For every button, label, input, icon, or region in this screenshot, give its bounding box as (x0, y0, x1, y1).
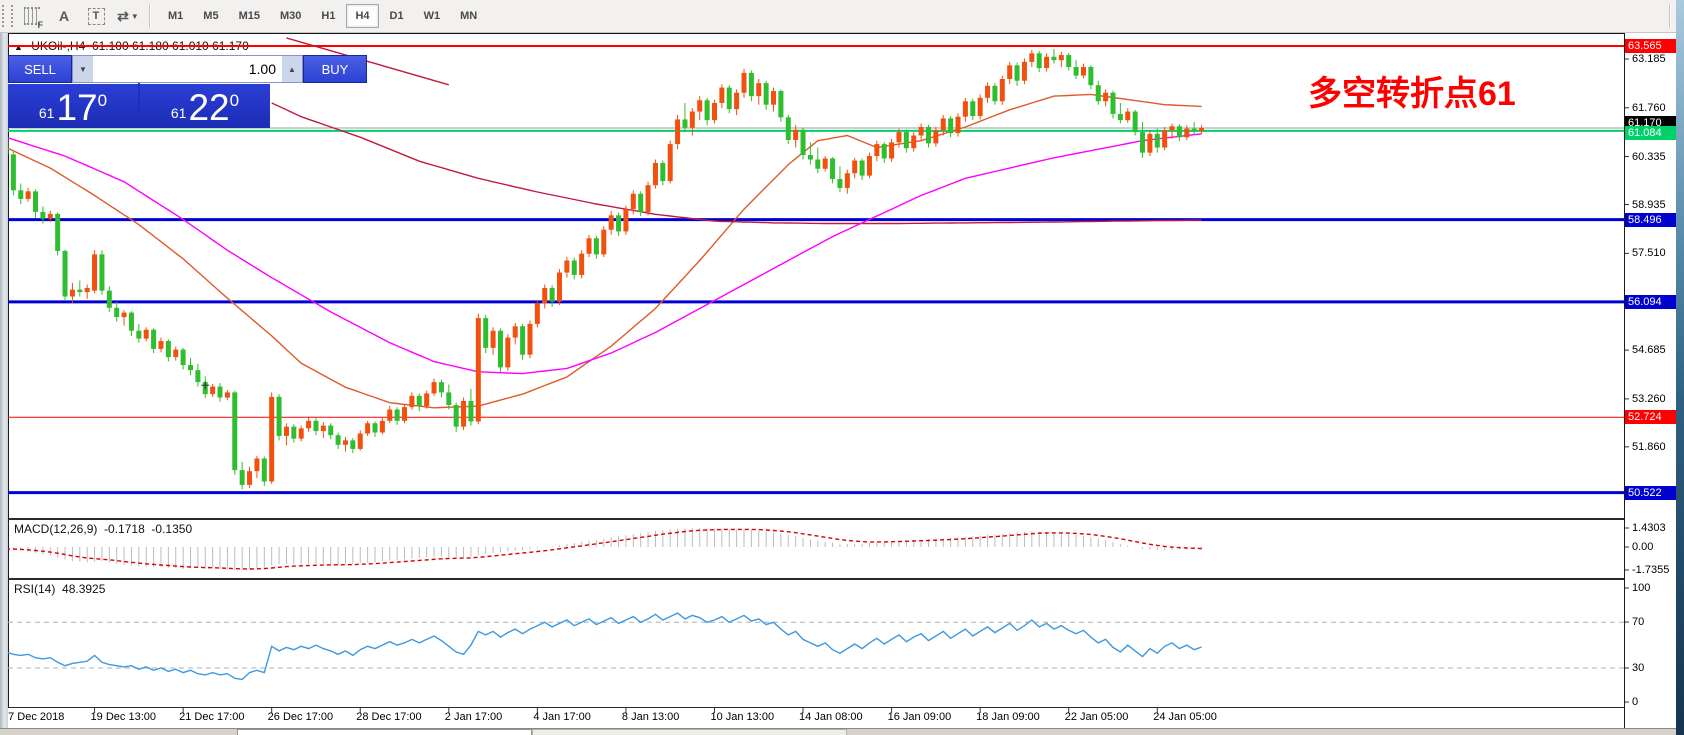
time-label: 16 Jan 09:00 (887, 711, 952, 723)
buy-price-big: 22 (188, 87, 230, 128)
volume-group: ▼ ▲ (72, 55, 303, 83)
time-label: 14 Jan 08:00 (799, 711, 863, 723)
font-tool-icon[interactable]: A (58, 8, 70, 24)
macd-signal-value: -0.1350 (151, 522, 193, 536)
tf-button-H1[interactable]: H1 (321, 10, 336, 22)
ohlc-values: 61.100 61.180 61.010 61.170 (91, 39, 249, 53)
price-axis-border (1624, 33, 1625, 728)
price-tick-label: 57.510 (1632, 247, 1666, 260)
macd-axis-label: 1.4303 (1632, 522, 1666, 534)
price-tick-label: 63.185 (1632, 52, 1666, 65)
sell-price-sup: 0 (97, 91, 108, 110)
bottom-scroll-box-2[interactable] (532, 729, 847, 735)
chart-plot-area[interactable] (8, 33, 1625, 708)
price-tick-label: 58.935 (1632, 198, 1666, 211)
bottom-status-strip (0, 728, 1676, 735)
window-right-edge[interactable] (1676, 0, 1684, 735)
price-badge-50.522: 50.522 (1625, 485, 1678, 500)
one-click-trading-panel: SELL ▼ ▲ BUY 61 17 0 61 22 0 (8, 55, 367, 128)
price-badge-58.496: 58.496 (1625, 212, 1678, 227)
toolbar-separator-right (1669, 4, 1670, 28)
price-tick-label: 51.860 (1632, 440, 1666, 453)
rsi-axis-label: 100 (1632, 582, 1651, 594)
chart-title: ▲ UKOil-,H4 61.100 61.180 61.010 61.170 (14, 39, 249, 53)
tf-button-M5[interactable]: M5 (203, 10, 219, 22)
price-tick-label: 61.760 (1632, 101, 1666, 114)
sell-price-display[interactable]: 61 17 0 (8, 83, 138, 128)
sell-button[interactable]: SELL (8, 55, 72, 83)
time-label: 28 Dec 17:00 (356, 711, 422, 723)
price-tick-label: 60.335 (1632, 150, 1666, 163)
time-label: 10 Jan 13:00 (710, 711, 775, 723)
rsi-axis-label: 30 (1632, 662, 1645, 674)
tf-button-M15[interactable]: M15 (238, 10, 260, 22)
toolbar-separator (149, 4, 150, 28)
macd-axis-label: 0.00 (1632, 541, 1654, 553)
window-left-edge (0, 33, 8, 735)
macd-axis-label: -1.7355 (1632, 564, 1670, 576)
price-badge-52.724: 52.724 (1625, 410, 1678, 425)
text-label-tool-icon[interactable]: T (83, 4, 109, 28)
time-label: 26 Dec 17:00 (267, 711, 334, 723)
volume-increase-button[interactable]: ▲ (282, 56, 302, 82)
buy-price-sup: 0 (229, 91, 240, 110)
time-label: 2 Jan 17:00 (444, 711, 503, 723)
time-label: 24 Jan 05:00 (1153, 711, 1217, 723)
time-label: 18 Jan 09:00 (976, 711, 1040, 723)
macd-label: MACD(12,26,9) -0.1718 -0.1350 (14, 522, 192, 536)
buy-price-prefix: 61 (170, 105, 187, 121)
macd-panel-divider[interactable] (8, 518, 1625, 520)
price-badge-56.094: 56.094 (1625, 294, 1678, 309)
tf-button-MN[interactable]: MN (460, 10, 478, 22)
sell-price-prefix: 61 (38, 105, 55, 121)
volume-decrease-button[interactable]: ▼ (73, 56, 93, 82)
chart-annotation-text: 多空转折点61 (1308, 75, 1516, 113)
time-label: 22 Jan 05:00 (1064, 711, 1129, 723)
time-label: 8 Jan 13:00 (621, 711, 680, 723)
toolbar: F A T ⇄ ▼ M1 M5 M15 M30 H1 H4 D1 W1 MN (0, 0, 1684, 33)
time-axis-divider (8, 707, 1625, 708)
time-label: 21 Dec 17:00 (179, 711, 245, 723)
macd-main-value: -0.1718 (104, 522, 145, 536)
timeframe-buttons: M1 M5 M15 M30 H1 H4 D1 W1 MN (158, 4, 487, 28)
symbol-label: UKOil-,H4 (31, 39, 86, 53)
price-tick-label: 54.685 (1632, 344, 1666, 357)
symbol-direction-icon: ▲ (14, 42, 23, 52)
volume-input[interactable] (93, 56, 282, 82)
price-tick-label: 53.260 (1632, 392, 1666, 405)
template-grid-icon[interactable]: F (19, 4, 45, 30)
toolbar-grip-handle[interactable] (2, 5, 13, 27)
price-badge-61.084: 61.084 (1625, 125, 1678, 140)
arrows-tool-icon[interactable]: ⇄ ▼ (117, 7, 139, 24)
tf-button-M30[interactable]: M30 (279, 10, 302, 22)
macd-name: MACD(12,26,9) (14, 522, 98, 536)
sell-price-big: 17 (56, 87, 98, 128)
rsi-axis-label: 70 (1632, 616, 1645, 628)
rsi-name: RSI(14) (14, 582, 56, 596)
time-label: 4 Jan 17:00 (533, 711, 591, 723)
time-label: 17 Dec 2018 (2, 711, 65, 723)
rsi-axis-label: 0 (1632, 696, 1639, 708)
time-label: 19 Dec 13:00 (90, 711, 156, 723)
buy-button[interactable]: BUY (303, 55, 367, 83)
tf-button-W1[interactable]: W1 (423, 10, 441, 22)
buy-price-display[interactable]: 61 22 0 (140, 83, 270, 128)
rsi-panel-divider[interactable] (8, 578, 1625, 580)
price-badge-63.565: 63.565 (1625, 38, 1678, 53)
rsi-value: 48.3925 (62, 582, 106, 596)
chevron-down-icon[interactable]: ▼ (130, 11, 139, 21)
tf-button-D1[interactable]: D1 (389, 10, 404, 22)
bottom-scroll-box[interactable] (237, 729, 532, 735)
rsi-label: RSI(14) 48.3925 (14, 582, 105, 596)
tf-button-M1[interactable]: M1 (168, 10, 184, 22)
tf-button-H4[interactable]: H4 (346, 4, 379, 28)
